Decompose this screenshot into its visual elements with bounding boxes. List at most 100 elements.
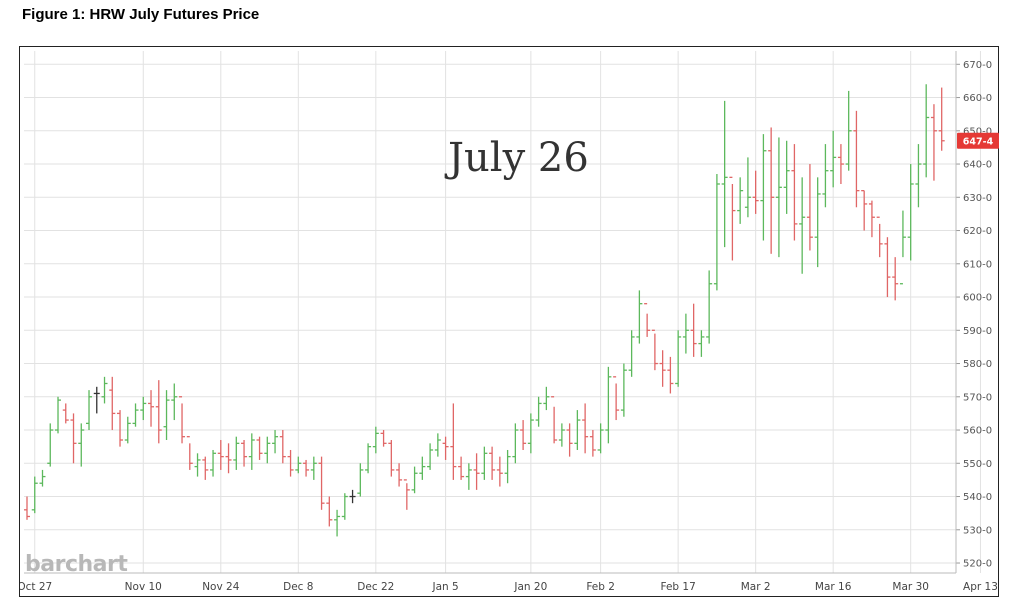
watermark-logo: barchart: [25, 552, 128, 577]
ohlc-bar: [287, 449, 294, 477]
y-tick-label: 650-0: [963, 126, 992, 137]
y-tick-label: 620-0: [963, 226, 992, 237]
y-tick-label: 530-0: [963, 525, 992, 536]
ohlc-bar: [845, 90, 852, 171]
last-price-badge: 647-4: [957, 132, 999, 149]
bars-layer: [24, 84, 945, 537]
ohlc-bar: [396, 463, 403, 487]
x-tick-label: Mar 16: [815, 581, 852, 593]
ohlc-bar: [419, 456, 426, 480]
ohlc-bar: [24, 496, 30, 520]
x-tick-label: Jan 5: [431, 581, 458, 593]
ohlc-bar: [938, 87, 945, 151]
ohlc-bar: [644, 303, 651, 337]
ohlc-bar: [481, 446, 488, 480]
ohlc-bar: [458, 456, 465, 480]
ohlc-bar: [78, 423, 85, 467]
ohlc-bar: [163, 390, 170, 441]
ohlc-bar: [783, 140, 790, 214]
y-tick-label: 610-0: [963, 259, 992, 270]
x-tick-label: Nov 24: [202, 581, 240, 593]
ohlc-bar: [698, 330, 705, 357]
ohlc-bar: [814, 177, 821, 268]
ohlc-bar: [566, 423, 573, 457]
ohlc-bar: [721, 100, 728, 248]
ohlc-bar: [155, 380, 162, 444]
last-price-text: 647-4: [963, 136, 994, 147]
ohlc-bar: [853, 110, 860, 208]
x-tick-label: Dec 22: [357, 581, 394, 593]
y-tick-label: 590-0: [963, 326, 992, 337]
ohlc-bar: [930, 104, 937, 181]
axis-layer: 670-0 660-0 650-0 640-0 630-0 620-0 610-0 600-0…: [20, 51, 998, 593]
ohlc-bar: [310, 456, 317, 480]
y-tick-label: 520-0: [963, 559, 992, 570]
y-tick-label: 560-0: [963, 426, 992, 437]
ohlc-bar: [272, 430, 279, 454]
ohlc-bar: [752, 170, 759, 214]
ohlc-bar: [473, 453, 480, 490]
ohlc-bar: [907, 164, 914, 261]
ohlc-bar: [55, 396, 62, 434]
ohlc-bar: [527, 413, 534, 454]
ohlc-bar: [450, 403, 457, 480]
ohlc-bar: [93, 386, 100, 414]
x-tick-label: Feb 2: [586, 581, 615, 593]
ohlc-bar: [876, 216, 883, 258]
last-price-box: [957, 132, 999, 149]
ohlc-bar: [543, 386, 550, 411]
ohlc-bar: [318, 456, 325, 510]
x-tick-label: Nov 10: [125, 581, 162, 593]
ohlc-bar: [365, 443, 372, 474]
x-tick-label: Feb 17: [660, 581, 695, 593]
ohlc-bar: [923, 84, 930, 178]
ohlc-bar: [574, 410, 581, 450]
y-tick-label: 660-0: [963, 93, 992, 104]
ohlc-bar: [613, 376, 620, 421]
ohlc-bar: [434, 433, 441, 457]
ohlc-bar: [70, 413, 77, 464]
ohlc-bar: [210, 449, 217, 477]
ohlc-bar: [713, 174, 720, 291]
ohlc-bar: [760, 134, 767, 241]
ohlc-bar: [605, 366, 612, 444]
ohlc-bar: [597, 423, 604, 454]
ohlc-bar: [512, 423, 519, 464]
ohlc-bar: [729, 176, 736, 261]
ohlc-bar: [737, 177, 744, 224]
ohlc-bar: [39, 469, 46, 487]
ohlc-bar: [520, 420, 527, 450]
ohlc-bar: [295, 456, 302, 474]
ohlc-bar: [791, 144, 798, 241]
ohlc-bar: [140, 396, 147, 421]
ohlc-bar: [899, 210, 906, 285]
figure-title: Figure 1: HRW July Futures Price: [22, 6, 260, 23]
ohlc-bar: [636, 290, 643, 344]
ohlc-bar: [868, 200, 875, 238]
ohlc-bar: [256, 436, 263, 460]
y-tick-label: 640-0: [963, 160, 992, 171]
ohlc-bar: [349, 489, 356, 504]
ohlc-bar: [489, 446, 496, 480]
ohlc-bar: [403, 479, 410, 510]
ohlc-bar: [504, 449, 511, 484]
ohlc-bar: [551, 396, 558, 444]
ohlc-bar: [744, 157, 751, 218]
ohlc-bar: [690, 303, 697, 357]
y-tick-label: 570-0: [963, 392, 992, 403]
ohlc-bar: [357, 463, 364, 497]
ohlc-bar: [411, 466, 418, 494]
ohlc-bar: [148, 390, 155, 427]
y-tick-label: 600-0: [963, 293, 992, 304]
ohlc-bar: [620, 363, 627, 417]
chart-frame: 670-0 660-0 650-0 640-0 630-0 620-0 610-0 600-0…: [19, 46, 999, 597]
ohlc-bar: [124, 416, 131, 444]
x-tick-label: Jan 20: [513, 581, 547, 593]
y-tick-label: 630-0: [963, 193, 992, 204]
ohlc-bar: [101, 376, 108, 404]
ohlc-chart: 670-0 660-0 650-0 640-0 630-0 620-0 610-0 600-0…: [20, 51, 999, 593]
ohlc-bar: [535, 396, 542, 427]
ohlc-bar: [427, 443, 434, 470]
ohlc-bar: [217, 440, 224, 470]
ohlc-bar: [822, 144, 829, 208]
